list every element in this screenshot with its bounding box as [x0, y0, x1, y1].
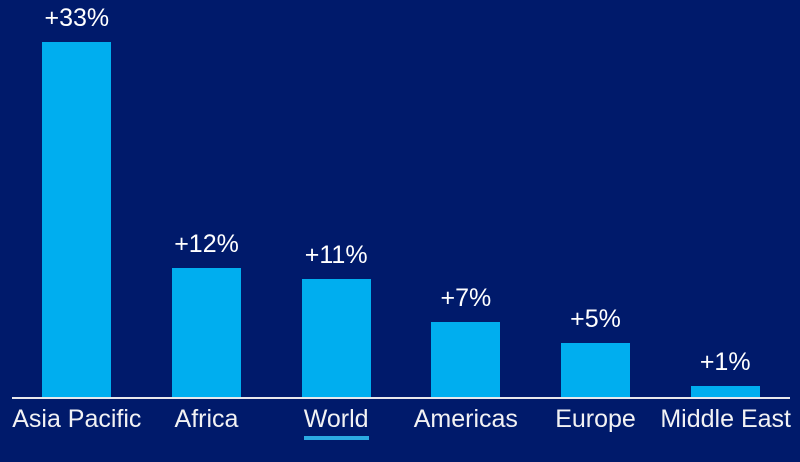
category-label: World [271, 404, 401, 440]
bar-value-label: +33% [44, 4, 110, 33]
category-label: Americas [413, 405, 518, 433]
x-axis-line [12, 397, 790, 399]
category-label: Africa [174, 405, 239, 433]
category-label: Europe [555, 405, 636, 433]
bar-column: +7% [401, 0, 531, 397]
category-label: Middle East [660, 405, 791, 433]
bar [301, 279, 371, 397]
bar [561, 343, 631, 397]
bar [431, 322, 501, 397]
bar-column: +11% [271, 0, 401, 397]
bars-area: +33% +12% +11% +7% +5% +1% [12, 0, 790, 397]
category-label: Asia Pacific [12, 405, 142, 433]
bar-column: +33% [12, 0, 142, 397]
bar [690, 386, 760, 397]
bar-value-label: +12% [174, 230, 239, 259]
bar-value-label: +5% [570, 305, 621, 334]
bar-value-label: +11% [304, 241, 368, 270]
bar-column: +12% [142, 0, 272, 397]
bar [172, 268, 241, 397]
bar [42, 42, 112, 397]
category-labels-row: Asia Pacific Africa World Americas Europ… [12, 404, 791, 440]
bar-column: +1% [660, 0, 790, 397]
bar-column: +5% [531, 0, 661, 397]
bar-value-label: +1% [699, 348, 751, 377]
bar-value-label: +7% [440, 284, 492, 313]
